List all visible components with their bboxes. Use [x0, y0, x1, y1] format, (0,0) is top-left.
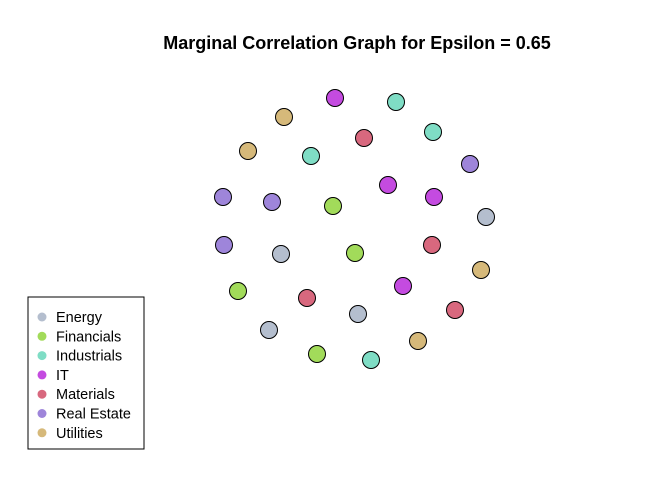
graph-node-financials	[229, 282, 247, 300]
legend-item: Utilities	[37, 426, 103, 442]
graph-node-utilities	[239, 142, 257, 160]
graph-node-materials	[423, 236, 441, 254]
legend-swatch	[37, 389, 47, 399]
graph-node-utilities	[275, 108, 293, 126]
graph-node-utilities	[409, 332, 427, 350]
legend-item: Energy	[37, 310, 103, 326]
graph-node-financials	[346, 244, 364, 262]
graph-node-it	[394, 277, 412, 295]
legend-item: Materials	[37, 387, 115, 403]
legend-swatch	[37, 331, 47, 341]
graph-node-it	[425, 188, 443, 206]
graph-node-materials	[446, 301, 464, 319]
legend-item: Financials	[37, 329, 121, 345]
graph-node-energy	[349, 305, 367, 323]
legend-item: IT	[37, 368, 69, 384]
legend-label: Energy	[56, 310, 103, 326]
graph-node-materials	[355, 129, 373, 147]
graph-node-financials	[308, 345, 326, 363]
graph-node-energy	[272, 245, 290, 263]
legend-label: IT	[56, 368, 69, 384]
legend-swatch	[37, 370, 47, 380]
graph-node-financials	[324, 197, 342, 215]
graph-node-industrials	[387, 93, 405, 111]
legend-label: Real Estate	[56, 407, 131, 423]
graph-node-real-estate	[215, 236, 233, 254]
legend-swatch	[37, 351, 47, 361]
legend-label: Materials	[56, 387, 115, 403]
graph-node-it	[379, 176, 397, 194]
graph-node-utilities	[472, 261, 490, 279]
legend: Energy Financials Industrials IT Materials Re…	[27, 296, 145, 450]
legend-item: Real Estate	[37, 407, 131, 423]
graph-node-industrials	[362, 351, 380, 369]
legend-swatch	[37, 312, 47, 322]
graph-node-real-estate	[263, 193, 281, 211]
legend-label: Industrials	[56, 349, 122, 365]
graph-node-real-estate	[461, 155, 479, 173]
legend-item: Industrials	[37, 349, 122, 365]
graph-node-energy	[260, 321, 278, 339]
legend-label: Utilities	[56, 426, 103, 442]
legend-items: Energy Financials Industrials IT Materials Re…	[37, 310, 131, 442]
legend-swatch	[37, 428, 47, 438]
graph-title: Marginal Correlation Graph for Epsilon =…	[163, 33, 551, 53]
graph-node-industrials	[424, 123, 442, 141]
graph-node-real-estate	[214, 188, 232, 206]
graph-node-energy	[477, 208, 495, 226]
legend-box	[27, 296, 145, 450]
graph-node-it	[326, 89, 344, 107]
legend-label: Financials	[56, 329, 121, 345]
graph-node-industrials	[302, 147, 320, 165]
graph-nodes	[214, 89, 495, 369]
legend-swatch	[37, 409, 47, 418]
graph-node-materials	[298, 289, 316, 307]
